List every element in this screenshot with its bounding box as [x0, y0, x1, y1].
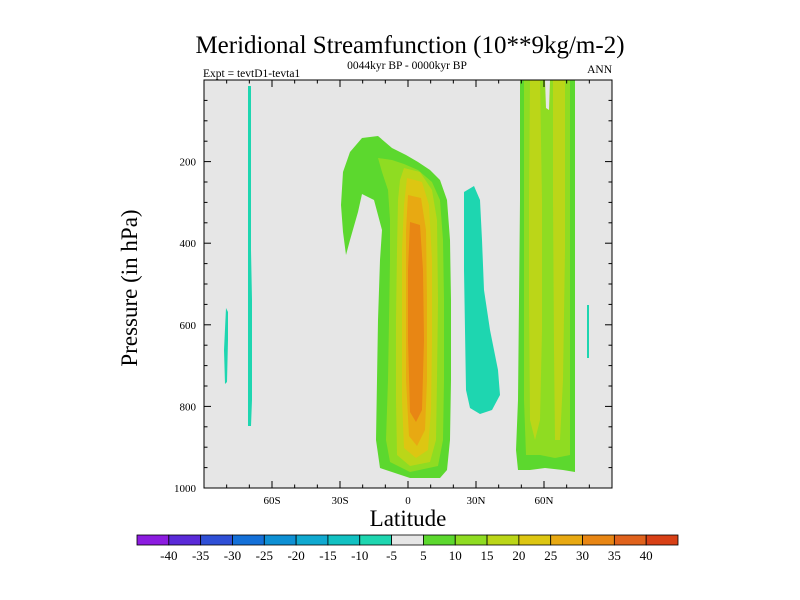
- colorbar-label: 30: [576, 548, 589, 563]
- colorbar-swatch: [359, 534, 392, 546]
- colorbar-label: -30: [224, 548, 241, 563]
- colorbar-swatch: [613, 534, 647, 546]
- chart-title: Meridional Streamfunction (10**9kg/m-2): [195, 32, 624, 59]
- colorbar-label: 20: [512, 548, 525, 563]
- colorbar-swatch: [263, 534, 297, 546]
- colorbar-label: 40: [640, 548, 653, 563]
- colorbar-swatch: [200, 534, 233, 546]
- x-tick-label: 60N: [535, 495, 554, 507]
- y-axis-label: Pressure (in hPa): [117, 209, 142, 366]
- southern-column-level-neg5: [248, 86, 252, 426]
- y-tick-label: 200: [180, 157, 197, 169]
- colorbar: -40 -35 -30 -25 -20 -15 -10 -5 5 10 15 20 25 30 35 40: [136, 534, 679, 563]
- contour-fills: [224, 80, 589, 478]
- colorbar-label: -5: [386, 548, 397, 563]
- colorbar-label: 5: [420, 548, 427, 563]
- colorbar-swatch: [454, 534, 488, 546]
- polar-column-level-15-east: [553, 80, 565, 440]
- ferrel-cell-level-neg5: [464, 186, 500, 414]
- colorbar-label: 10: [449, 548, 462, 563]
- colorbar-swatch: [550, 534, 583, 546]
- experiment-label: Expt = tevtD1-tevta1: [203, 68, 300, 80]
- colorbar-label: -20: [287, 548, 304, 563]
- colorbar-label: -40: [160, 548, 177, 563]
- colorbar-swatch: [391, 534, 424, 546]
- colorbar-swatch: [295, 534, 329, 546]
- x-axis-label: Latitude: [370, 506, 447, 531]
- colorbar-label: -15: [319, 548, 336, 563]
- x-tick-label: 0: [405, 495, 411, 507]
- x-tick-label: 30S: [331, 495, 348, 507]
- southern-blob-level-neg5: [224, 308, 228, 384]
- northern-blob-level-neg5: [587, 305, 589, 358]
- colorbar-swatch: [582, 534, 615, 546]
- time-range-label: 0044kyr BP - 0000kyr BP: [347, 60, 467, 72]
- y-tick-label: 600: [180, 320, 197, 332]
- colorbar-swatch: [518, 534, 552, 546]
- colorbar-swatch: [168, 534, 202, 546]
- axes: 60S 30S 0 30N 60N 200 400 600 800 1000: [174, 80, 612, 507]
- y-tick-label: 400: [180, 238, 197, 250]
- x-tick-label: 30N: [467, 495, 486, 507]
- colorbar-label: 35: [608, 548, 621, 563]
- colorbar-label: -35: [192, 548, 209, 563]
- colorbar-swatch: [645, 534, 679, 546]
- x-tick-label: 60S: [263, 495, 280, 507]
- colorbar-swatch: [232, 534, 265, 546]
- hadley-cell-level-30: [408, 222, 424, 422]
- colorbar-label: -25: [256, 548, 273, 563]
- season-label: ANN: [587, 64, 613, 76]
- colorbar-swatch: [423, 534, 456, 546]
- colorbar-label: 25: [544, 548, 557, 563]
- colorbar-swatch: [136, 534, 170, 546]
- colorbar-swatch: [327, 534, 361, 546]
- polar-column-level-15-west: [529, 80, 542, 440]
- colorbar-swatch: [486, 534, 520, 546]
- y-tick-label: 1000: [174, 483, 197, 495]
- polar-gap-2: [545, 80, 550, 110]
- y-tick-label: 800: [180, 401, 197, 413]
- colorbar-label: -10: [351, 548, 368, 563]
- colorbar-label: 15: [481, 548, 494, 563]
